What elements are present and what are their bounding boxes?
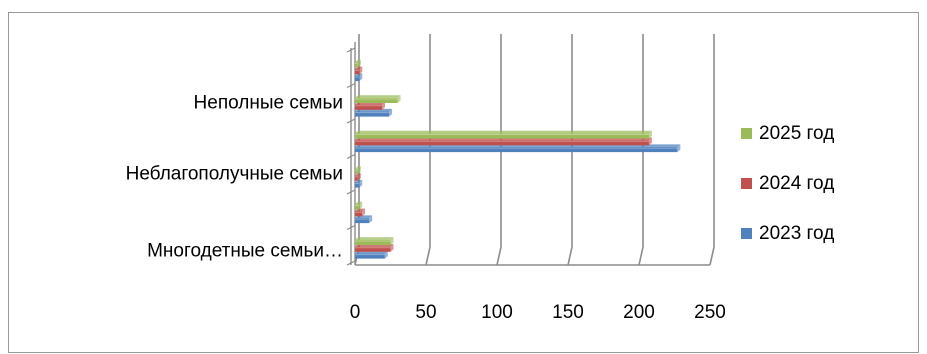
x-tick-label: 0 [350, 302, 361, 323]
gridline-foot [496, 246, 502, 266]
legend-label: 2024 год [759, 173, 834, 194]
bar-end [390, 244, 394, 252]
bar-top [355, 95, 401, 98]
category-tick [346, 118, 356, 124]
bar [355, 140, 649, 146]
category-tick [346, 153, 356, 160]
bar-end [390, 237, 394, 246]
bar [355, 175, 358, 181]
x-tick-label: 250 [694, 302, 726, 323]
bar-top [355, 201, 363, 205]
bar-end [648, 137, 652, 146]
category-tick [346, 82, 356, 89]
x-tick-label: 50 [415, 302, 436, 323]
bar [355, 69, 360, 75]
x-tick-label: 200 [623, 302, 655, 323]
gridline-foot [567, 246, 573, 266]
bar [355, 204, 360, 210]
bar [355, 104, 382, 110]
bar-end [357, 59, 361, 68]
legend: 2025 год 2024 год 2023 год [741, 123, 834, 244]
gridline-foot [638, 246, 644, 266]
bar-end [357, 173, 361, 181]
bar [355, 75, 360, 82]
bar-top [355, 66, 363, 70]
bar [355, 133, 649, 139]
bar [355, 146, 678, 153]
bar-end [359, 73, 363, 82]
category-label: Неполные семьи [194, 92, 343, 113]
bar-top [355, 173, 361, 176]
bar-top [355, 179, 363, 183]
bar [355, 211, 363, 217]
gridline-foot [709, 246, 715, 266]
bar [355, 62, 358, 68]
category-label: Многодетные семьи… [147, 240, 343, 261]
gridline-foot [425, 246, 431, 266]
bar-end [648, 130, 652, 139]
x-tick-label: 150 [552, 302, 584, 323]
bar [355, 239, 391, 246]
bar-end [362, 208, 366, 217]
bar-end [369, 215, 373, 224]
legend-label: 2023 год [759, 223, 834, 244]
bar-top [355, 237, 394, 240]
bar-end [381, 102, 385, 110]
category-tick [346, 189, 356, 195]
legend-label: 2025 год [759, 123, 834, 144]
bar-top [355, 73, 363, 76]
category-tick [346, 224, 356, 231]
bar-end [384, 250, 388, 259]
chart-border [8, 12, 919, 353]
category-tick [346, 47, 356, 53]
bar [355, 217, 370, 224]
bar [355, 253, 385, 259]
bar-end [357, 166, 361, 175]
legend-swatch [741, 178, 752, 189]
bar [355, 111, 390, 117]
category-label: Неблагополучные семьи [126, 163, 343, 184]
bar-end [359, 179, 363, 188]
category-tick [346, 260, 356, 266]
bar [355, 168, 358, 175]
bar-top [355, 59, 361, 63]
legend-swatch [741, 228, 752, 239]
bar-end [359, 201, 363, 210]
bar-end [677, 144, 681, 153]
bar [355, 97, 398, 104]
bar-end [397, 95, 401, 104]
legend-swatch [741, 128, 752, 139]
bar [355, 246, 391, 252]
bar [355, 182, 360, 188]
bar-end [389, 108, 393, 117]
axes [346, 42, 710, 266]
bar-end [359, 66, 363, 75]
bar-top [355, 130, 652, 134]
x-tick-label: 100 [481, 302, 513, 323]
bar-top [355, 166, 361, 169]
labels: Многодетные семьи… Неблагополучные семьи Н… [126, 92, 726, 323]
bars [355, 59, 681, 259]
